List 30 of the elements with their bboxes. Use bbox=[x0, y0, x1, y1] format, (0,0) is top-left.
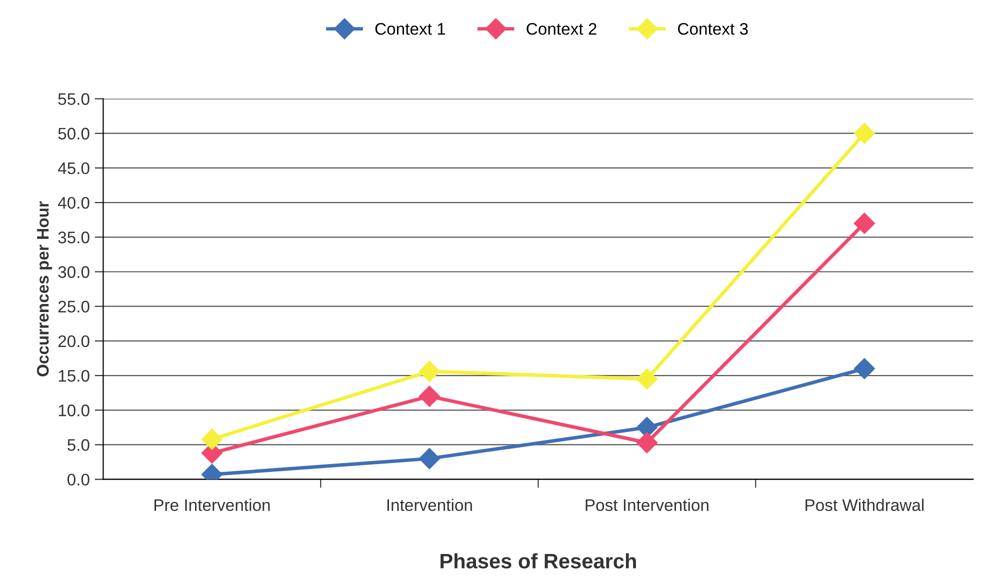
y-tick-label: 25.0 bbox=[58, 300, 90, 313]
x-tick-label: Intervention bbox=[387, 498, 472, 512]
point bbox=[854, 122, 875, 144]
legend-label: Context 1 bbox=[375, 23, 446, 35]
point bbox=[418, 386, 440, 407]
point bbox=[418, 360, 440, 382]
x-axis-title: Phases of Research bbox=[440, 553, 636, 568]
y-tick-label: 15.0 bbox=[58, 370, 90, 382]
point bbox=[418, 448, 440, 470]
legend-label: Context 3 bbox=[678, 23, 748, 35]
x-tick-label: Post Withdrawal bbox=[806, 498, 924, 512]
point bbox=[636, 368, 658, 390]
y-tick-label: 20.0 bbox=[58, 335, 90, 348]
point bbox=[854, 358, 875, 380]
y-tick-label: 30.0 bbox=[58, 266, 90, 278]
y-tick-label: 40.0 bbox=[58, 196, 90, 209]
x-tick-label: Pre Intervention bbox=[154, 498, 270, 512]
y-tick-label: 0.0 bbox=[68, 474, 90, 486]
point bbox=[854, 212, 875, 234]
y-tick-label: 50.0 bbox=[58, 128, 90, 140]
y-tick-label: 35.0 bbox=[58, 232, 90, 244]
point bbox=[636, 432, 658, 454]
y-tick-label: 45.0 bbox=[58, 162, 90, 174]
y-tick-label: 55.0 bbox=[58, 93, 90, 105]
x-tick-label: Post Intervention bbox=[586, 498, 708, 512]
legend-label: Context 2 bbox=[526, 23, 596, 35]
y-axis-title: Occurrences per Hour bbox=[36, 201, 52, 376]
y-tick-label: 10.0 bbox=[58, 404, 90, 416]
point bbox=[201, 428, 222, 450]
y-tick-label: 5.0 bbox=[68, 439, 90, 451]
